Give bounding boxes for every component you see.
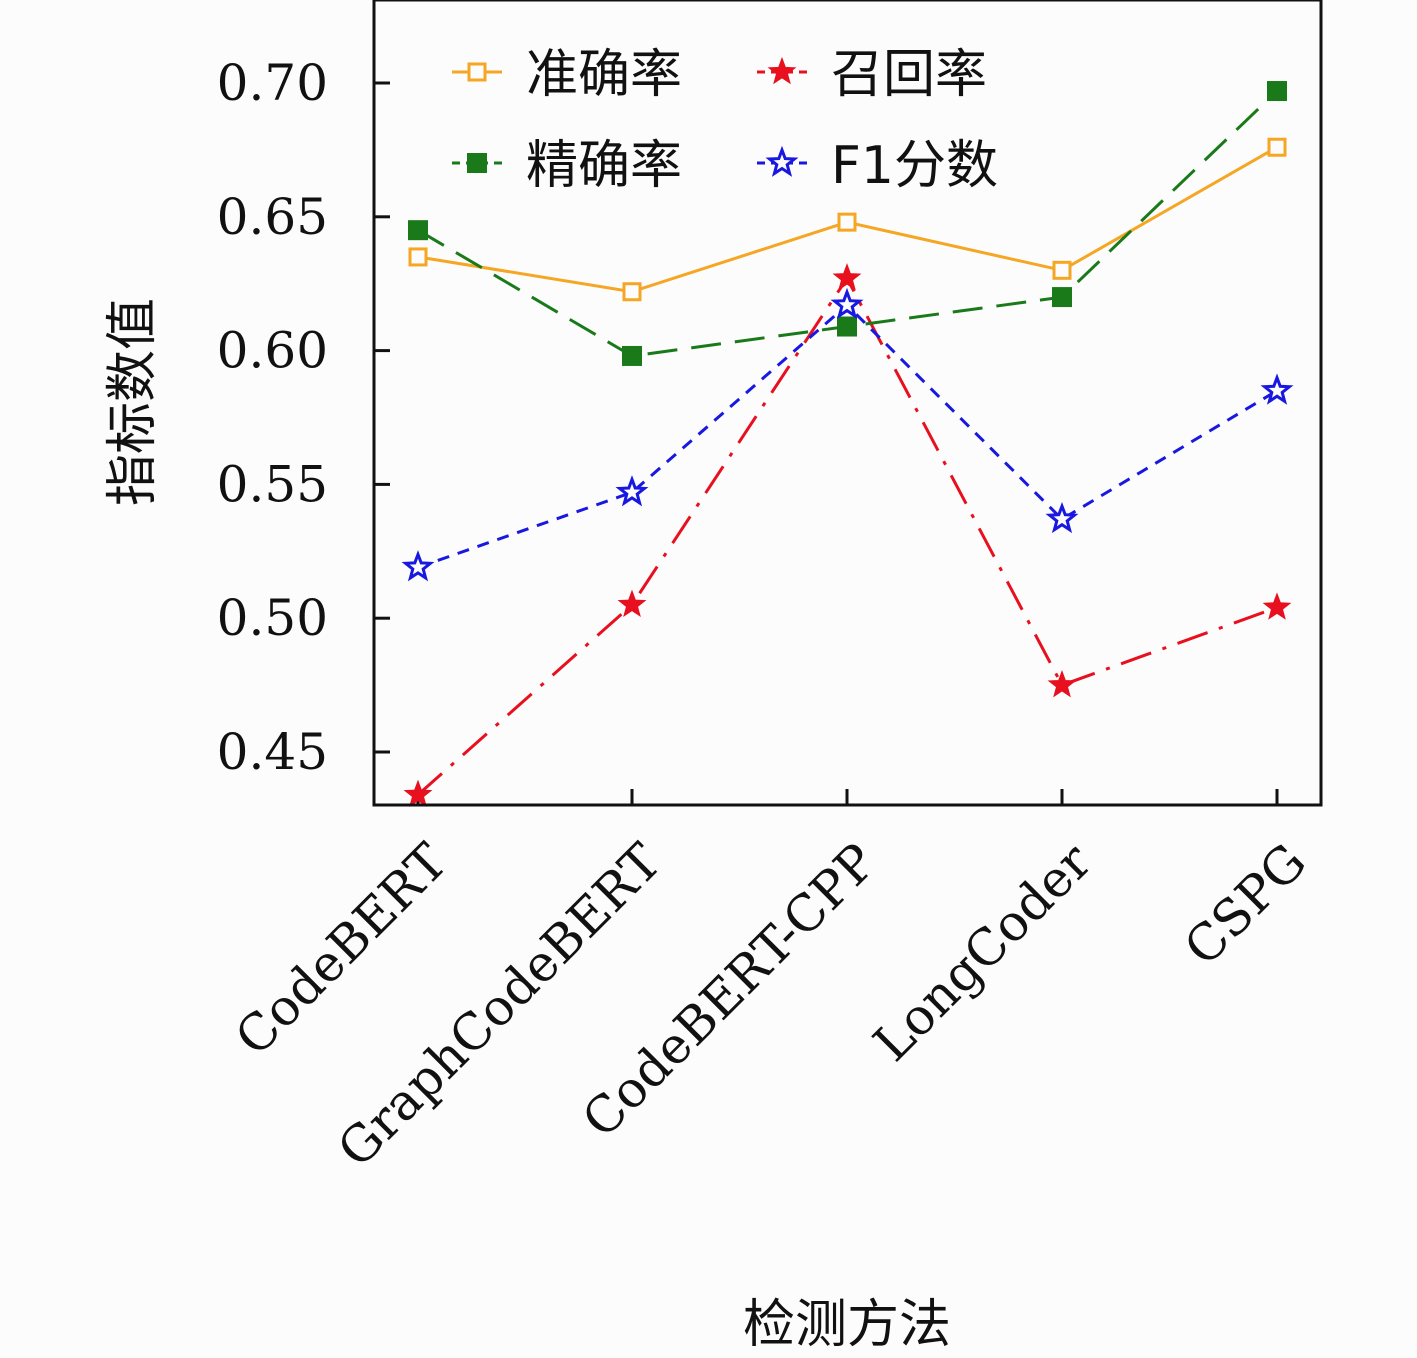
- series-line: [417, 303, 1278, 569]
- y-tick-label: 0.70: [217, 54, 328, 112]
- y-tick-label: 0.65: [217, 188, 328, 246]
- data-point: [617, 589, 647, 618]
- legend-marker: [467, 153, 487, 173]
- data-point: [615, 475, 649, 507]
- data-point: [408, 220, 428, 241]
- series-1: [408, 137, 1287, 302]
- y-tick-label: 0.45: [217, 723, 328, 781]
- legend-label: 准确率: [526, 45, 682, 105]
- legend-marker: [467, 62, 487, 82]
- legend-marker: [765, 145, 799, 177]
- data-point: [837, 316, 857, 337]
- plot-frame: [372, 0, 1323, 807]
- series-2: [403, 263, 1292, 808]
- data-point: [408, 247, 428, 267]
- legend-entry: 精确率: [452, 136, 682, 196]
- x-tick-label: CodeBERT: [224, 832, 458, 1066]
- legend-entry: 准确率: [452, 45, 682, 105]
- data-point: [622, 282, 642, 302]
- data-point: [1045, 501, 1079, 534]
- data-point: [1260, 373, 1294, 405]
- legend-label: 精确率: [526, 136, 682, 196]
- x-tick-label: CSPG: [1173, 832, 1317, 976]
- y-tick-label: 0.55: [217, 455, 328, 513]
- legend-label: F1分数: [831, 136, 998, 196]
- data-point: [1047, 669, 1077, 698]
- y-axis-title: 指标数值: [103, 298, 163, 506]
- x-axis-title: 检测方法: [743, 1295, 951, 1355]
- legend-marker: [767, 56, 797, 85]
- series-line: [417, 275, 1278, 796]
- series-3: [408, 81, 1287, 366]
- data-point: [1262, 592, 1292, 620]
- y-tick-label: 0.50: [217, 589, 328, 647]
- series-4: [401, 287, 1294, 582]
- data-point: [1052, 287, 1072, 308]
- x-axis-ticks: CodeBERTGraphCodeBERTCodeBERT-CPPLongCod…: [224, 789, 1317, 1178]
- data-point: [401, 550, 435, 582]
- data-point: [622, 345, 642, 366]
- series-layer: [401, 81, 1294, 808]
- x-tick-label: LongCoder: [863, 832, 1103, 1072]
- data-point: [1267, 137, 1287, 157]
- legend-entry: F1分数: [757, 136, 998, 196]
- data-point: [403, 779, 433, 808]
- data-point: [1052, 260, 1072, 280]
- y-tick-label: 0.60: [217, 322, 328, 380]
- legend-entry: 召回率: [757, 45, 987, 105]
- data-point: [830, 287, 864, 320]
- data-point: [832, 263, 862, 291]
- data-point: [837, 212, 857, 232]
- y-axis-ticks: 0.45 0.50 0.55 0.60 0.65 0.70: [217, 54, 390, 781]
- legend-label: 召回率: [831, 45, 987, 105]
- data-point: [1267, 81, 1287, 102]
